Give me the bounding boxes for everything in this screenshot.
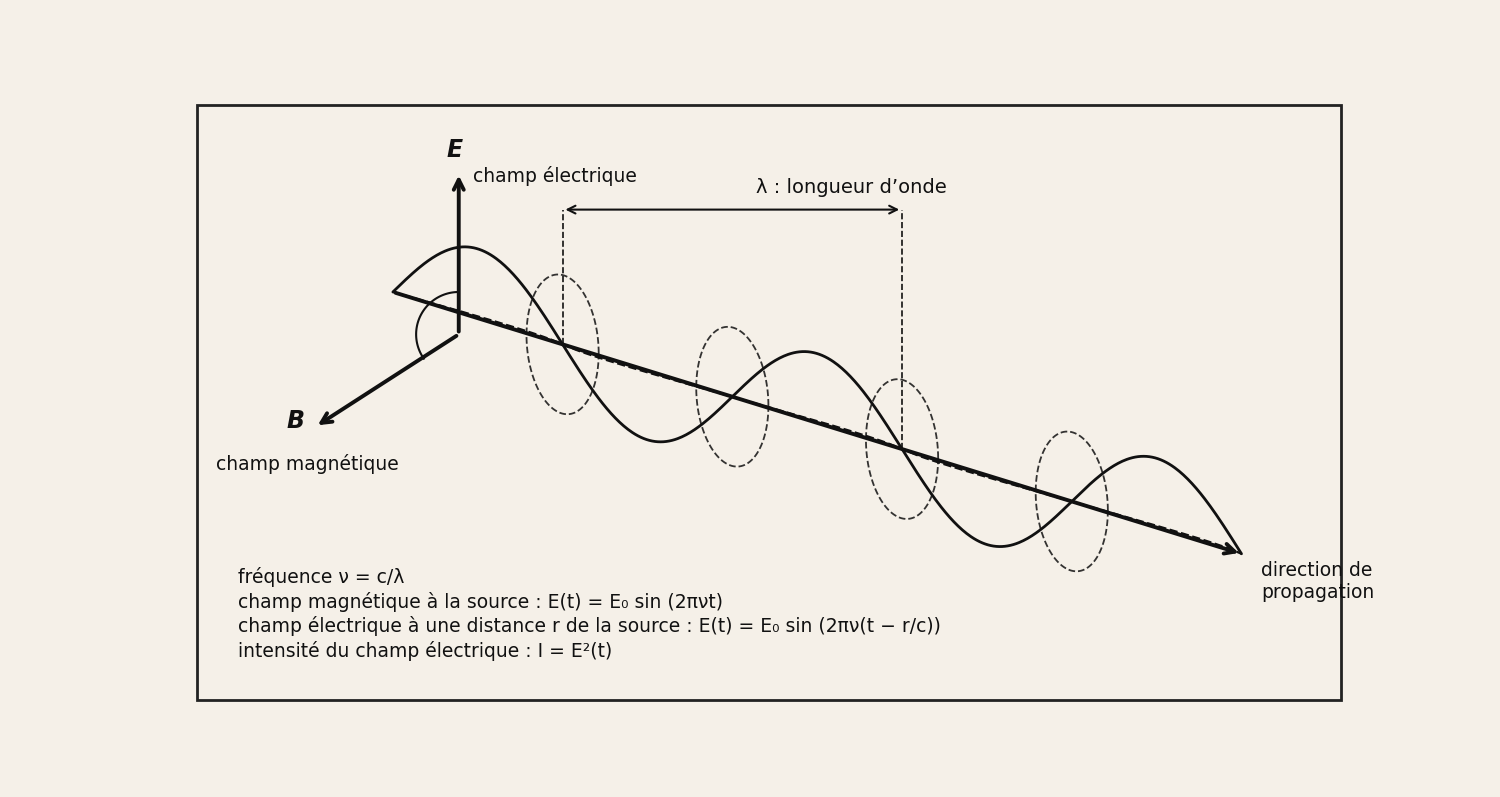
Text: champ magnétique: champ magnétique [216, 453, 399, 473]
Text: B: B [286, 409, 304, 433]
Text: champ électrique à une distance r de la source : E(t) = E₀ sin (2πν(t − r/c)): champ électrique à une distance r de la … [238, 616, 940, 636]
Text: λ : longueur d’onde: λ : longueur d’onde [756, 179, 946, 198]
Text: champ électrique: champ électrique [472, 167, 636, 186]
Text: intensité du champ électrique : I = E²(t): intensité du champ électrique : I = E²(t… [238, 641, 612, 661]
Text: fréquence ν = c/λ: fréquence ν = c/λ [238, 567, 405, 587]
Text: champ magnétique à la source : E(t) = E₀ sin (2πνt): champ magnétique à la source : E(t) = E₀… [238, 591, 723, 611]
Text: E: E [446, 138, 462, 162]
Text: direction de
propagation: direction de propagation [1262, 562, 1374, 603]
